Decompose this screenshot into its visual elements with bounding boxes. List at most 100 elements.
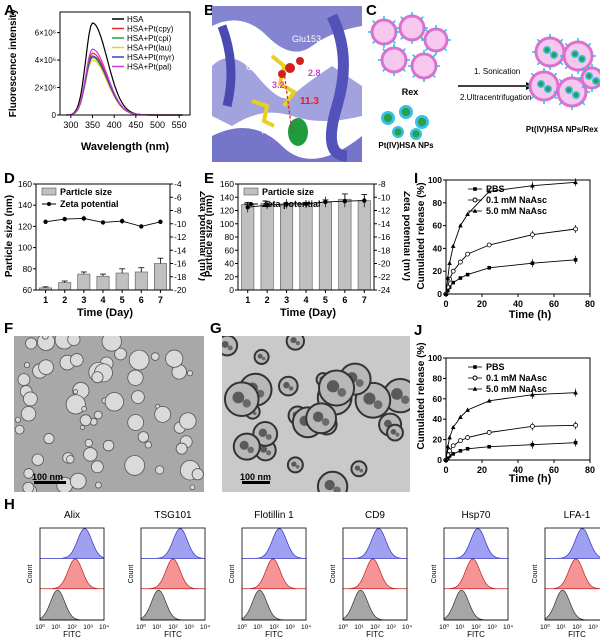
data-point [447,448,452,454]
y-tick-label: 40 [433,243,443,253]
legend-swatch [473,365,477,369]
y-tick-label: 80 [433,373,443,383]
data-point [458,414,463,419]
y-tick-label: -8 [378,179,386,189]
size-bar [338,198,352,291]
zeta-point [81,216,87,221]
vesicle [17,373,31,386]
y-tick-label: -16 [174,259,187,269]
vesicle [23,391,38,407]
data-point [458,438,463,444]
histogram-curve [342,558,408,590]
legend-entry: 5.0 mM NaAsc [486,384,547,394]
x-tick-label: 80 [585,299,595,309]
exosome-vesicle [423,27,449,53]
vesicle [69,472,87,490]
zeta-point [119,218,125,224]
y-tick-label: 100 [428,353,442,363]
vesicle [137,431,150,443]
histogram-curve [39,528,105,559]
x-tick-label: 60 [549,465,559,475]
size-bar [77,273,91,291]
y-tick-label: -6 [174,192,182,202]
vesicle-core [222,340,229,348]
marker-title: TSG101 [154,510,192,521]
histogram-ylabel: Count [128,565,135,584]
vesicle-core [363,392,376,405]
vesicle-core [265,433,272,440]
marker-title: Flotillin 1 [254,510,294,521]
data-point [530,423,535,429]
panel-b-structure: Glu153 Glu292 Trp214 2.8 3.2 11.3 [212,6,362,162]
vesicle-core [391,388,403,400]
legend-entry: Zeta potential [60,199,119,209]
y-tick-label: 4×10⁶ [35,56,56,65]
x-tick-label: 5 [323,295,328,305]
data-point [573,440,578,445]
vesicle-core [337,388,347,397]
distance-label: 3.2 [272,80,285,90]
histogram-xlabel: FITC [568,630,586,639]
panel-i-ylabel: Cumulated release (%) [416,182,427,289]
panel-c-schematic: Rex Pt(IV)HSA NPs 1. Sonication 2.Ultrac… [368,12,600,150]
vesicle-core [257,353,263,359]
vesicle [179,412,197,430]
size-bar [357,200,371,291]
data-point [530,392,535,397]
size-bar [58,282,72,291]
x-tick-label: 1 [245,295,250,305]
data-point [486,430,492,435]
vesicle-core [232,391,245,404]
y-tick-label: -10 [378,192,391,202]
data-point [446,288,450,293]
histogram-curve [39,589,104,621]
vesicle [43,433,55,445]
histogram-ylabel: Count [330,565,337,584]
y-tick-label: -4 [174,179,182,189]
data-point [447,260,452,266]
x-tick-label: 10² [572,624,582,631]
x-tick-label: 6 [139,295,144,305]
x-tick-label: 3 [284,295,289,305]
x-tick-label: 350 [85,120,100,130]
x-tick-label: 10³ [184,624,194,631]
vesicle [155,465,165,475]
data-point [465,211,470,216]
histogram-curve [342,528,408,559]
x-tick-label: 10¹ [556,624,566,631]
histogram-xlabel: FITC [63,630,81,639]
histogram-curve [544,589,600,621]
vesicle [104,392,124,412]
x-tick-label: 60 [549,299,559,309]
x-tick-label: 10³ [285,624,295,631]
x-tick-label: 0 [443,299,448,309]
histogram-curve [443,527,509,559]
distance-label: 2.8 [308,68,321,78]
data-point [451,452,455,456]
vesicle-core [291,461,297,467]
data-point [530,442,535,447]
x-tick-label: 20 [477,465,487,475]
y-tick-label: 80 [433,198,443,208]
data-point [573,179,578,185]
legend-entry: Particle size [262,187,314,197]
vesicle [66,455,75,464]
vesicle [154,405,172,423]
panel-d-ylabel-right: Zeta potential (mV) [197,191,205,281]
size-bar [154,263,167,291]
size-bar [134,271,148,291]
histogram-curve [140,589,205,621]
vesicle [128,349,150,371]
data-point [573,258,578,262]
x-tick-label: 10³ [83,624,93,631]
vesicle [81,406,87,412]
data-point [446,456,450,460]
vesicle-core [266,450,272,456]
vesicle [124,455,145,476]
x-tick-label: 10⁰ [35,623,45,631]
y-tick-label: 100 [220,219,234,229]
x-tick-label: 4 [100,295,105,305]
legend-entry: HSA+Pt(cpi) [127,34,172,43]
legend-swatch [249,202,253,206]
